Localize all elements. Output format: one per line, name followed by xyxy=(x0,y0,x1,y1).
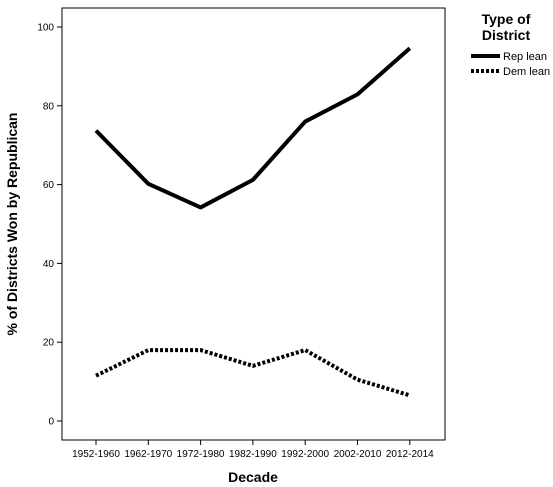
legend-items: Rep lean Dem lean xyxy=(471,51,550,78)
series-line-dem-lean xyxy=(95,348,411,398)
y-tick-label: 0 xyxy=(48,417,54,428)
series-line-rep-lean xyxy=(94,46,412,210)
x-tick-label: 2002-2010 xyxy=(334,449,382,460)
x-tick-label: 1962-1970 xyxy=(124,449,172,460)
x-tick-label: 2012-2014 xyxy=(386,449,434,460)
legend-title-line2: District xyxy=(482,27,531,43)
y-axis-title: % of Districts Won by Republican xyxy=(4,113,20,336)
legend-title-line1: Type of xyxy=(482,11,531,27)
x-axis: 1952-1960 1962-1970 1972-1980 1982-1990 1992… xyxy=(72,440,434,460)
y-tick-label: 40 xyxy=(43,259,55,270)
y-axis: 0 20 40 60 80 100 xyxy=(37,23,62,428)
legend: Type of District Rep lean Dem lean xyxy=(471,11,550,78)
x-tick-label: 1972-1980 xyxy=(177,449,225,460)
x-tick-label: 1992-2000 xyxy=(281,449,329,460)
y-tick-label: 100 xyxy=(37,23,54,34)
y-tick-label: 60 xyxy=(43,180,55,191)
x-tick-label: 1952-1960 xyxy=(72,449,120,460)
series-layer xyxy=(94,46,412,398)
x-tick-label: 1982-1990 xyxy=(229,449,277,460)
y-tick-label: 80 xyxy=(43,101,55,112)
y-tick-label: 20 xyxy=(43,338,55,349)
plot-frame xyxy=(61,7,446,441)
legend-label: Rep lean xyxy=(503,51,547,63)
x-axis-title: Decade xyxy=(228,469,278,485)
legend-label: Dem lean xyxy=(503,66,550,78)
